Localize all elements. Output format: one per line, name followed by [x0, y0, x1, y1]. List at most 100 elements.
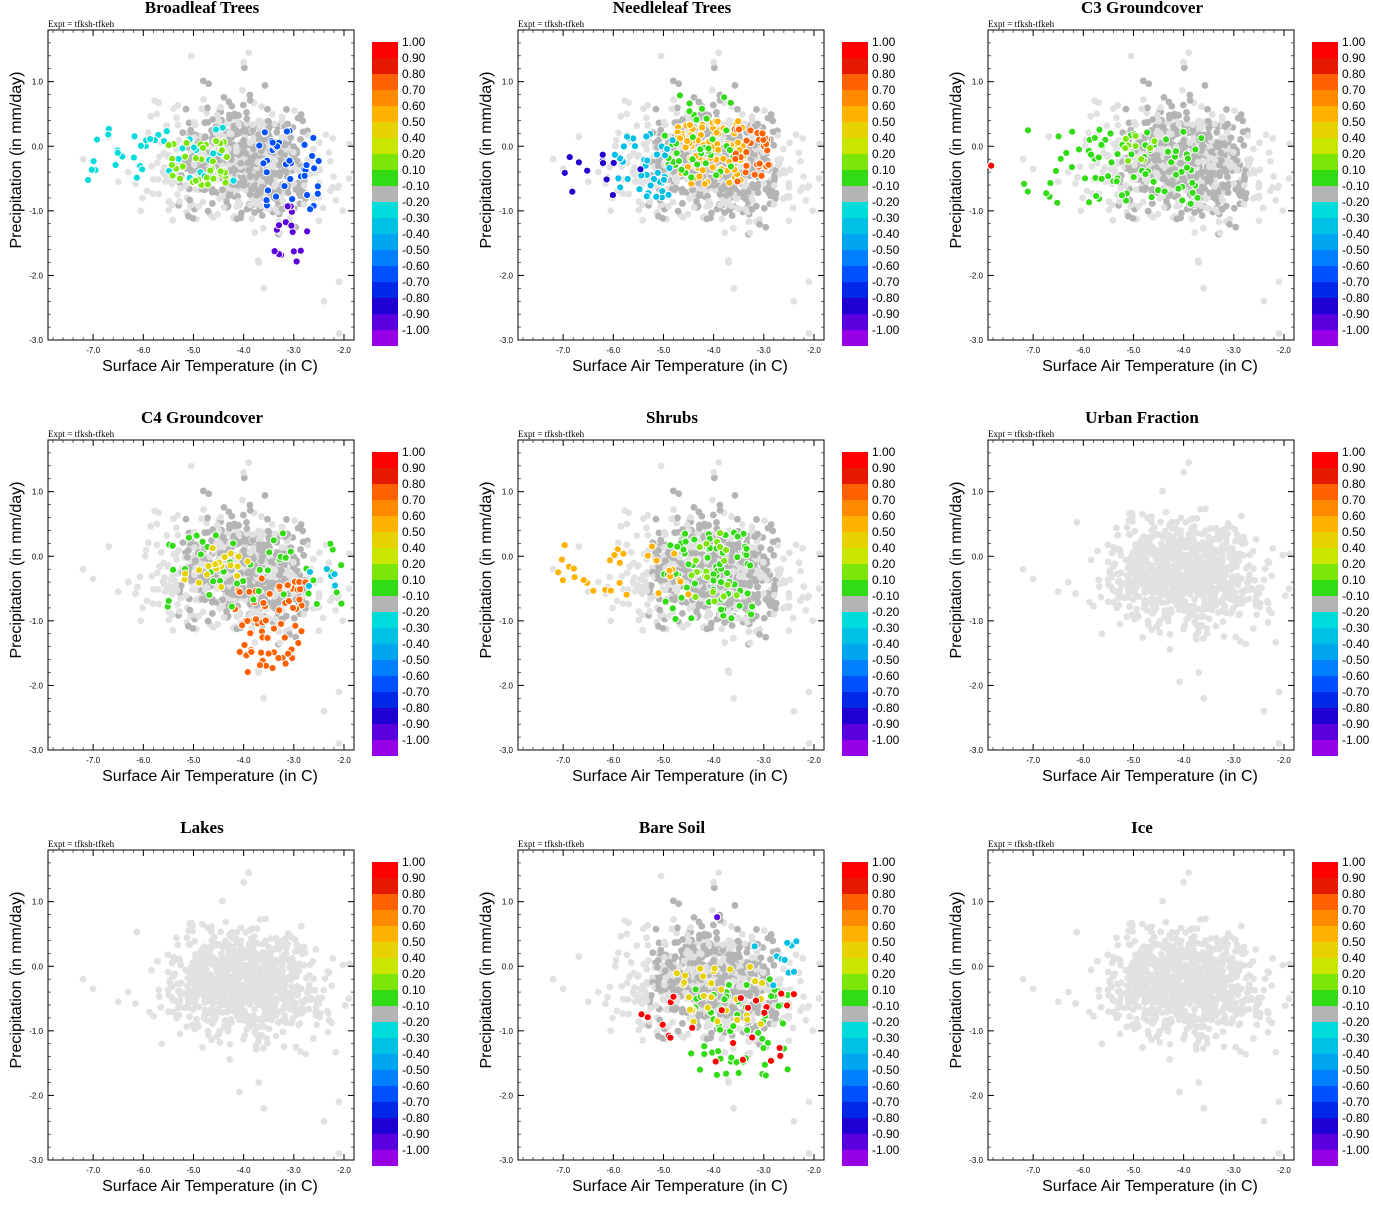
background-point: [249, 121, 256, 128]
data-point: [765, 161, 772, 168]
data-point: [644, 157, 651, 164]
background-point: [796, 149, 803, 156]
data-point: [1144, 129, 1151, 136]
data-point: [244, 558, 251, 565]
data-point: [747, 127, 754, 134]
data-point: [1142, 170, 1149, 177]
background-point: [285, 189, 292, 196]
data-point: [675, 157, 682, 164]
data-point: [218, 147, 225, 154]
y-tick-label: 1.0: [972, 78, 984, 87]
colorbar-swatch: [842, 90, 868, 106]
background-point: [1213, 129, 1220, 136]
background-point: [1030, 165, 1037, 172]
colorbar-label: -0.40: [402, 227, 429, 241]
data-point: [235, 553, 242, 560]
data-point: [742, 169, 749, 176]
data-point: [169, 566, 176, 573]
data-point: [84, 176, 91, 183]
background-point: [1123, 182, 1130, 189]
data-point: [1055, 133, 1062, 140]
background-point: [214, 111, 221, 118]
background-point: [346, 585, 353, 592]
data-point: [1093, 192, 1100, 199]
x-tick-label: -2.0: [337, 346, 351, 355]
data-point: [1164, 148, 1171, 155]
data-point: [264, 187, 271, 194]
background-point: [1185, 49, 1192, 56]
background-point: [240, 469, 247, 476]
colorbar-swatch: [372, 250, 398, 266]
background-point: [710, 102, 717, 109]
data-point: [209, 158, 216, 165]
background-point: [176, 608, 183, 615]
background-point: [1209, 111, 1216, 118]
colorbar-label: 0.40: [1342, 131, 1365, 145]
data-point: [1138, 156, 1145, 163]
data-point: [723, 127, 730, 134]
data-point: [323, 565, 330, 572]
background-point: [260, 285, 267, 292]
background-point: [283, 106, 290, 113]
background-point: [1241, 182, 1248, 189]
x-tick-label: -3.0: [287, 346, 301, 355]
colorbar-label: 0.90: [1342, 51, 1365, 65]
y-tick-label: 0.0: [32, 552, 44, 561]
y-tick-label: 0.0: [32, 142, 44, 151]
background-point: [206, 554, 213, 561]
background-point: [320, 615, 327, 622]
background-point: [200, 77, 207, 84]
data-point: [1057, 155, 1064, 162]
background-point: [183, 106, 190, 113]
background-point: [717, 191, 724, 198]
data-point: [196, 567, 203, 574]
background-point: [247, 173, 254, 180]
colorbar-swatch: [1312, 218, 1338, 234]
data-point: [264, 634, 271, 641]
background-point: [251, 183, 258, 190]
background-point: [1145, 208, 1152, 215]
y-tick-label: 1.0: [32, 488, 44, 497]
data-point: [256, 142, 263, 149]
background-point: [1239, 117, 1246, 124]
background-point: [1125, 213, 1132, 220]
background-point: [740, 191, 747, 198]
colorbar-label: -0.30: [402, 211, 429, 225]
data-point: [283, 128, 290, 135]
colorbar-swatch: [1312, 106, 1338, 122]
colorbar-swatch: [372, 298, 398, 314]
background-point: [220, 534, 227, 541]
data-point: [678, 166, 685, 173]
colorbar-label: 0.50: [1342, 115, 1365, 129]
background-point: [153, 111, 160, 118]
data-point: [212, 561, 219, 568]
data-point: [751, 171, 758, 178]
background-point: [1208, 148, 1215, 155]
data-point: [277, 620, 284, 627]
background-point: [718, 215, 725, 222]
background-point: [136, 573, 143, 580]
background-point: [255, 259, 262, 266]
data-point: [197, 551, 204, 558]
data-point: [636, 186, 643, 193]
data-point: [284, 650, 291, 657]
colorbar-entry: -1.00: [842, 330, 924, 346]
background-point: [1144, 104, 1151, 111]
data-point: [693, 116, 700, 123]
background-point: [257, 189, 264, 196]
background-point: [216, 118, 223, 125]
data-point: [1179, 197, 1186, 204]
background-point: [185, 623, 192, 630]
y-tick-label: -1.0: [29, 207, 43, 216]
background-point: [756, 221, 763, 228]
background-point: [1200, 285, 1207, 292]
background-point: [255, 669, 262, 676]
data-point: [270, 625, 277, 632]
background-point: [255, 527, 262, 534]
background-point: [661, 119, 668, 126]
background-point: [781, 169, 788, 176]
background-point: [1139, 186, 1146, 193]
data-point: [735, 118, 742, 125]
background-point: [615, 129, 622, 136]
background-point: [279, 197, 286, 204]
